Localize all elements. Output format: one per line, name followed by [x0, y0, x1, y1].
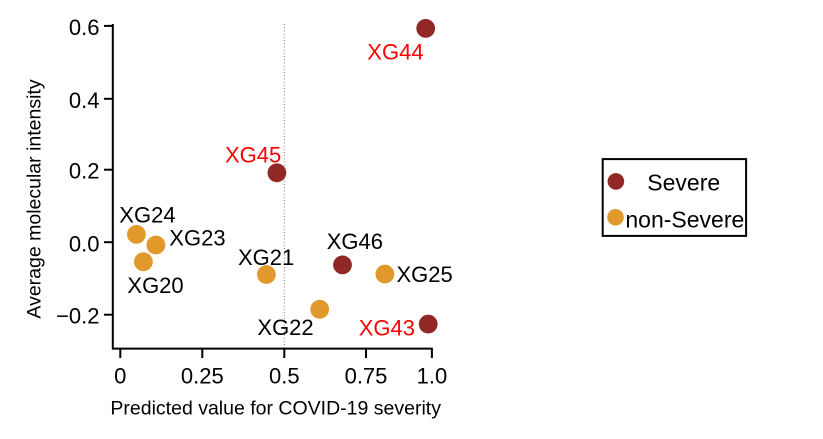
svg-text:Severe: Severe: [647, 170, 720, 196]
svg-text:XG45: XG45: [225, 142, 281, 167]
svg-text:XG43: XG43: [359, 315, 415, 340]
svg-text:XG22: XG22: [257, 315, 313, 340]
svg-text:XG25: XG25: [397, 262, 453, 287]
svg-text:0.2: 0.2: [69, 159, 100, 184]
svg-text:XG44: XG44: [367, 40, 423, 65]
svg-text:0.25: 0.25: [181, 363, 224, 388]
svg-text:0.0: 0.0: [69, 231, 100, 256]
svg-text:non-Severe: non-Severe: [625, 207, 744, 233]
svg-text:XG24: XG24: [119, 202, 175, 227]
svg-text:0.75: 0.75: [345, 363, 388, 388]
svg-text:Average molecular intensity: Average molecular intensity: [23, 79, 45, 318]
svg-text:0: 0: [114, 363, 126, 388]
svg-text:XG23: XG23: [169, 226, 225, 251]
svg-text:XG21: XG21: [238, 245, 294, 270]
svg-text:XG46: XG46: [327, 229, 383, 254]
svg-text:0.5: 0.5: [269, 363, 300, 388]
svg-text:0.4: 0.4: [69, 88, 100, 113]
svg-text:1.0: 1.0: [417, 363, 448, 388]
svg-text:Predicted value for COVID-19 s: Predicted value for COVID-19 severity: [110, 397, 441, 419]
svg-text:−0.2: −0.2: [56, 304, 99, 329]
svg-text:XG20: XG20: [127, 273, 183, 298]
svg-text:0.6: 0.6: [69, 15, 100, 40]
